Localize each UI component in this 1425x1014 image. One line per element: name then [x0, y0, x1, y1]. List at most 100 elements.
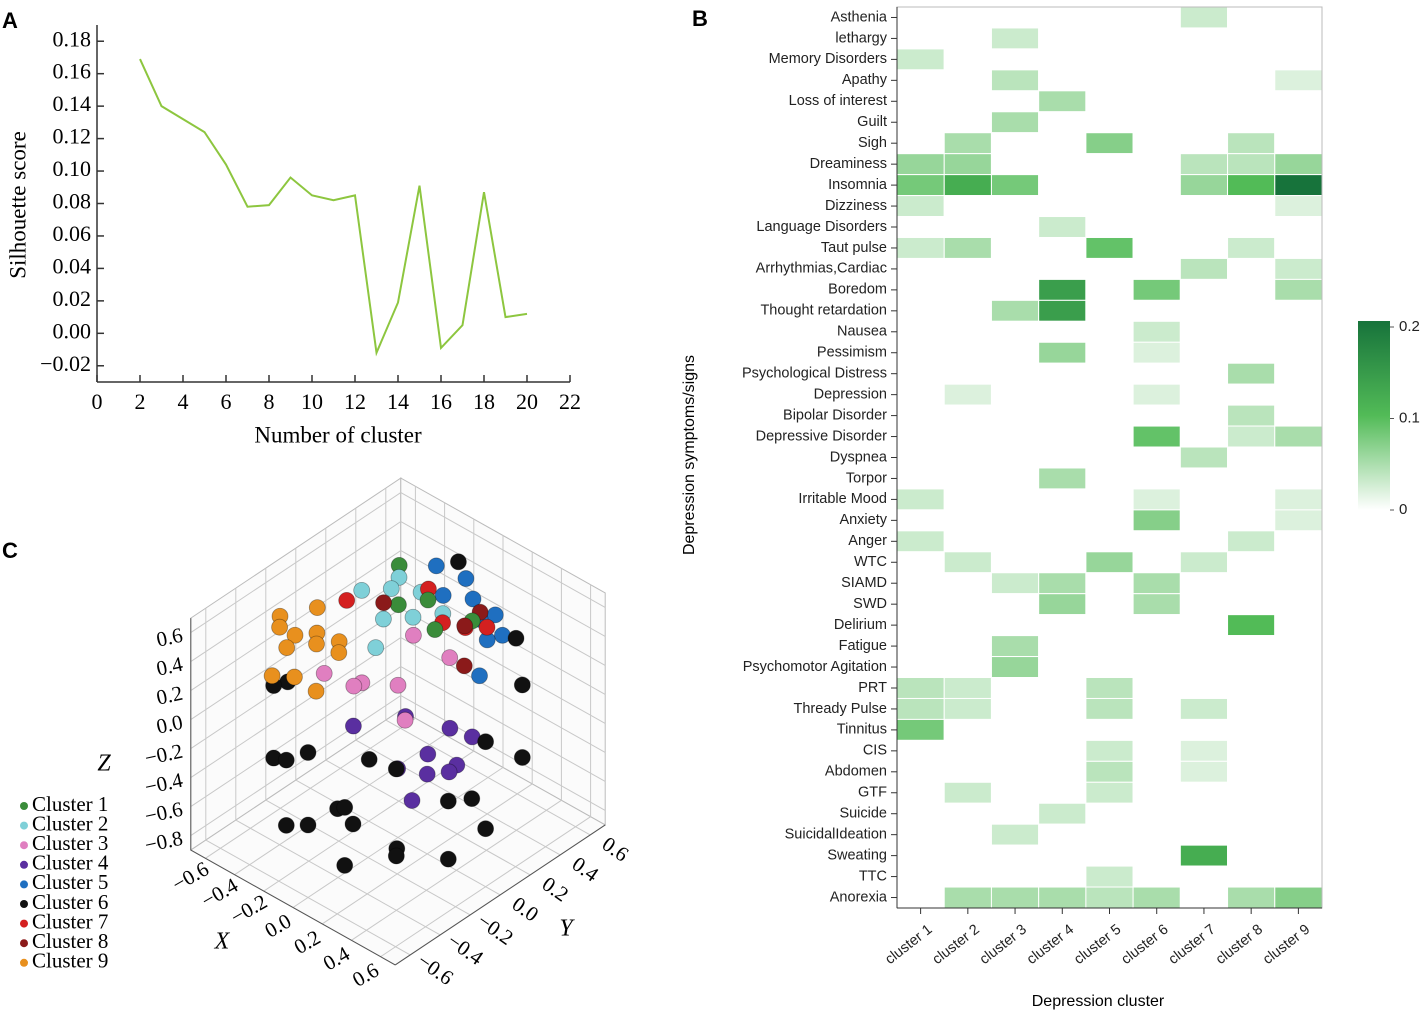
- z-tick-label: 0.4: [154, 652, 185, 681]
- point: [390, 569, 408, 586]
- heat-cell: [896, 216, 945, 238]
- point: [278, 639, 296, 657]
- heat-cell: [1085, 257, 1134, 280]
- heat-cell: [1179, 362, 1229, 385]
- heat-cell: [943, 132, 992, 155]
- legend-marker: [20, 958, 28, 967]
- y-tick-label: SWD: [853, 596, 887, 612]
- heat-cell: [943, 257, 992, 280]
- x-tick-label: cluster 9: [1260, 922, 1313, 968]
- y-tick-label: Irritable Mood: [798, 491, 887, 507]
- heat-cell: [896, 90, 945, 113]
- heat-cell: [896, 886, 945, 909]
- heat-cell: [943, 48, 992, 71]
- heat-cell: [1179, 635, 1229, 658]
- heat-cell: [1132, 236, 1181, 259]
- heat-cell: [943, 320, 992, 343]
- heat-cell: [1227, 278, 1276, 301]
- heat-cell: [896, 781, 945, 804]
- heat-cell: [1085, 425, 1134, 448]
- heat-cell: [990, 593, 1040, 616]
- y-tick-label: lethargy: [835, 30, 887, 46]
- x-tick-label: 0.6: [348, 958, 383, 992]
- y-tick-label: 0.6: [598, 832, 633, 867]
- point: [336, 799, 354, 816]
- heat-cell: [1038, 551, 1087, 574]
- y-tick-label: Dizziness: [825, 198, 887, 214]
- y-tick-label: Depression: [814, 386, 887, 402]
- y-tick-label: Delirium: [834, 617, 887, 633]
- point: [338, 592, 356, 609]
- x-tick-label: 10: [301, 389, 323, 414]
- heat-cell: [1038, 446, 1087, 469]
- heat-cell: [1227, 111, 1276, 134]
- heat-cell: [1179, 614, 1229, 637]
- heat-cell: [1132, 90, 1181, 113]
- heat-cell: [1274, 195, 1323, 218]
- z-tick-label: 0.6: [154, 623, 185, 652]
- y-tick-label: Nausea: [837, 324, 888, 340]
- colorbar: [1358, 321, 1390, 510]
- heat-cell: [1085, 530, 1134, 553]
- heat-cell: [943, 446, 992, 469]
- heat-cell: [1085, 718, 1134, 741]
- heat-cell: [990, 425, 1040, 448]
- heat-cell: [1085, 697, 1134, 720]
- heat-cell: [990, 781, 1040, 804]
- heat-cell: [1227, 677, 1276, 699]
- heat-cell: [1274, 509, 1323, 532]
- heat-cell: [990, 488, 1040, 511]
- heat-cell: [1038, 216, 1087, 238]
- heat-cell: [943, 299, 992, 322]
- heat-cell: [1274, 656, 1323, 679]
- heat-cell: [1038, 236, 1087, 259]
- heat-cell: [990, 90, 1040, 113]
- x-axis-title: Depression cluster: [1032, 993, 1165, 1010]
- heat-cell: [990, 257, 1040, 280]
- grid-line: [265, 799, 471, 916]
- heat-cell: [1038, 132, 1087, 155]
- heat-cell: [1085, 593, 1134, 616]
- y-tick-label: −0.02: [40, 351, 91, 376]
- heat-cell: [1132, 488, 1181, 511]
- legend-label: Cluster 2: [32, 811, 108, 835]
- heat-cell: [943, 236, 992, 259]
- y-tick-label: 0.18: [53, 26, 92, 51]
- heat-cell: [1132, 132, 1181, 155]
- point: [449, 553, 467, 571]
- heat-cell: [1038, 886, 1087, 909]
- point: [277, 816, 295, 834]
- point: [344, 815, 362, 833]
- heat-cell: [990, 69, 1040, 92]
- heat-cell: [1227, 530, 1276, 553]
- heat-cell: [1038, 802, 1087, 825]
- point: [464, 590, 482, 608]
- heat-cell: [1227, 844, 1276, 867]
- z-tick-label: −0.6: [143, 797, 185, 828]
- heat-cell: [990, 739, 1040, 762]
- heat-cell: [1179, 195, 1229, 218]
- heat-cell: [1038, 48, 1087, 71]
- heat-cell: [943, 677, 992, 699]
- heat-cell: [1179, 718, 1229, 741]
- heat-cell: [1038, 865, 1087, 888]
- heat-cell: [1132, 341, 1181, 364]
- heat-cell: [943, 362, 992, 385]
- heat-cell: [1038, 739, 1087, 762]
- heat-cell: [1132, 572, 1181, 595]
- heat-cell: [1227, 153, 1276, 176]
- heat-cell: [1132, 299, 1181, 322]
- heat-cell: [1132, 593, 1181, 616]
- heat-cell: [1085, 614, 1134, 637]
- heat-cell: [1274, 6, 1323, 29]
- legend-label: Cluster 4: [32, 851, 109, 875]
- heat-cell: [990, 614, 1040, 637]
- heat-cell: [1038, 257, 1087, 280]
- heat-cell: [896, 69, 945, 92]
- heat-cell: [943, 488, 992, 511]
- heat-cell: [990, 6, 1040, 29]
- y-tick-label: Arrhythmias,Cardiac: [756, 261, 887, 277]
- heat-cell: [1227, 509, 1276, 532]
- heat-cell: [1038, 111, 1087, 134]
- heat-cell: [990, 718, 1040, 741]
